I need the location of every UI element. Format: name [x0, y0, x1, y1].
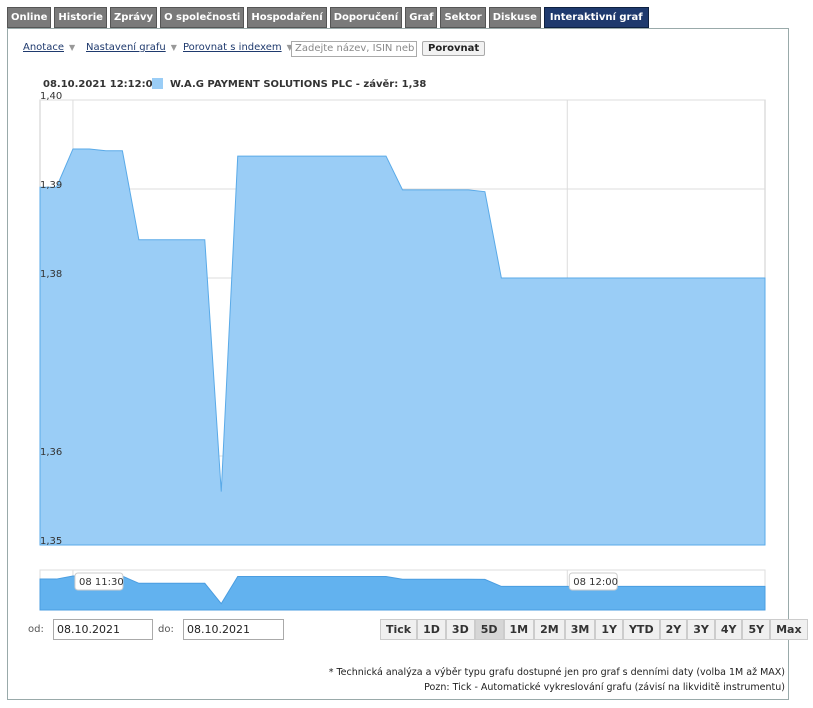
tab[interactable]: Doporučení: [329, 7, 403, 28]
compare-index-menu[interactable]: Porovnat s indexem: [183, 42, 282, 53]
x-tick-label: 08 11:30: [79, 577, 124, 588]
y-tick-label: 1,39: [40, 180, 62, 191]
legend-swatch: [152, 78, 163, 89]
content-frame: [7, 28, 789, 700]
tab-bar: Online Historie Zprávy O společnosti Hos…: [7, 7, 649, 28]
to-date[interactable]: 08.10.2021: [183, 619, 284, 640]
y-tick-label: 1,38: [40, 269, 62, 280]
tab[interactable]: Diskuse: [488, 7, 541, 28]
tab[interactable]: Sektor: [440, 7, 486, 28]
range-buttons: Tick 1D 3D 5D 1M 2M 3M 1Y YTD 2Y 3Y 4Y 5Y Max: [380, 619, 808, 640]
toolbar-item: Nastavení grafu ▼: [86, 42, 177, 53]
annotations-menu[interactable]: Anotace: [23, 42, 64, 53]
range-button[interactable]: 1M: [503, 619, 535, 640]
caret: ▼: [286, 43, 293, 52]
y-tick-label: 1,36: [40, 447, 62, 458]
settings-menu[interactable]: Nastavení grafu: [86, 42, 166, 53]
from-date[interactable]: 08.10.2021: [53, 619, 153, 640]
search-input[interactable]: Zadejte název, ISIN neb: [291, 41, 417, 57]
to-label: do:: [158, 624, 174, 635]
range-button[interactable]: 5D: [474, 619, 504, 640]
from-label: od:: [28, 624, 44, 635]
x-tick-label: 08 12:00: [573, 577, 618, 588]
toolbar-item: Anotace ▼: [23, 42, 75, 53]
legend-label[interactable]: W.A.G PAYMENT SOLUTIONS PLC - závěr: 1,3…: [170, 78, 426, 90]
range-button[interactable]: 3M: [564, 619, 596, 640]
note: * Technická analýza a výběr typu grafu d…: [328, 667, 785, 678]
x-tick-label-box: [74, 572, 124, 591]
range-button[interactable]: 2M: [534, 619, 565, 640]
tab-active[interactable]: Interaktivní graf: [543, 7, 649, 28]
range-button[interactable]: 4Y: [714, 619, 743, 640]
tab[interactable]: Hospodaření: [247, 7, 327, 28]
toolbar-item: Porovnat s indexem ▼: [183, 42, 293, 53]
range-button[interactable]: Tick: [380, 619, 418, 640]
range-button[interactable]: 3D: [445, 619, 475, 640]
caret: ▼: [170, 43, 177, 52]
range-button[interactable]: Max: [770, 619, 808, 640]
x-tick-label-box: [568, 572, 618, 591]
timestamp: 08.10.2021 12:12:00: [43, 79, 160, 90]
range-button[interactable]: 5Y: [742, 619, 771, 640]
note: Pozn: Tick - Automatické vykreslování gr…: [424, 682, 785, 693]
price-area: [39, 148, 766, 546]
y-tick-label: 1,40: [40, 91, 62, 102]
y-tick-label: 1,35: [40, 536, 62, 547]
compare-button[interactable]: Porovnat: [422, 41, 486, 56]
tab[interactable]: Historie: [54, 7, 107, 28]
tab[interactable]: Zprávy: [109, 7, 158, 28]
range-button[interactable]: 3Y: [687, 619, 715, 640]
range-button[interactable]: 1Y: [595, 619, 623, 640]
tab[interactable]: O společnosti: [160, 7, 245, 28]
range-button[interactable]: 2Y: [659, 619, 688, 640]
tab[interactable]: Online: [7, 7, 52, 28]
range-button[interactable]: 1D: [417, 619, 446, 640]
tab[interactable]: Graf: [405, 7, 438, 28]
range-button[interactable]: YTD: [622, 619, 660, 640]
caret: ▼: [69, 43, 76, 52]
